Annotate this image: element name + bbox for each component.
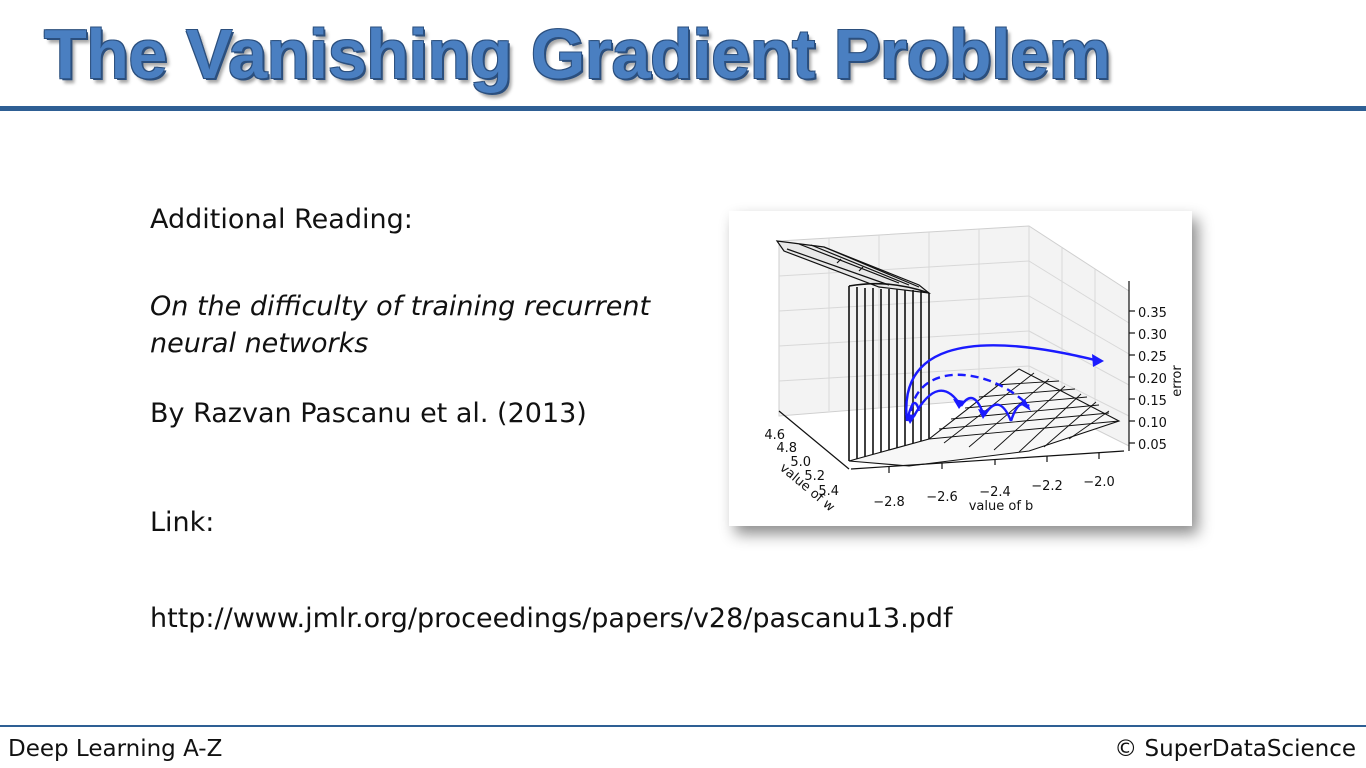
x-tick-label: −2.2 [1031, 479, 1063, 494]
footer-divider [0, 725, 1366, 727]
x-axis [850, 450, 1125, 473]
surface-plateau [775, 240, 932, 294]
paper-authors: By Razvan Pascanu et al. (2013) [150, 398, 587, 429]
z-tick-label: 0.20 [1138, 372, 1167, 387]
z-tick-label: 0.15 [1138, 394, 1167, 409]
x-tick-label: −2.4 [979, 485, 1011, 500]
surface-floor-grid [928, 372, 1120, 453]
footer-course-name: Deep Learning A-Z [8, 736, 223, 762]
slide-title: The Vanishing Gradient Problem [44, 15, 1111, 93]
z-axis [1128, 281, 1135, 451]
trajectory-arrowheads [905, 354, 1104, 424]
surface-cliff [848, 282, 930, 461]
error-surface-plot: 0.35 0.30 0.25 0.20 0.15 0.10 0.05 error… [764, 225, 1185, 515]
error-surface-figure: 0.35 0.30 0.25 0.20 0.15 0.10 0.05 error… [729, 211, 1192, 526]
title-divider [0, 106, 1366, 111]
x-tick-labels: −2.8 −2.6 −2.4 −2.2 −2.0 [873, 475, 1115, 510]
x-tick-label: −2.0 [1083, 475, 1115, 490]
additional-reading-heading: Additional Reading: [150, 204, 413, 235]
paper-link[interactable]: http://www.jmlr.org/proceedings/papers/v… [150, 603, 953, 634]
z-tick-label: 0.05 [1138, 438, 1167, 453]
z-tick-labels: 0.35 0.30 0.25 0.20 0.15 0.10 0.05 [1138, 306, 1167, 453]
x-axis-label: value of b [969, 499, 1034, 514]
y-tick-label: 5.2 [804, 469, 825, 484]
link-label: Link: [150, 507, 215, 538]
footer-copyright: © SuperDataScience [1114, 736, 1356, 762]
z-tick-label: 0.30 [1138, 328, 1167, 343]
y-axis [778, 410, 850, 470]
x-tick-label: −2.8 [873, 495, 905, 510]
x-tick-label: −2.6 [926, 490, 958, 505]
y-tick-label: 5.4 [818, 484, 839, 499]
z-tick-label: 0.25 [1138, 350, 1167, 365]
y-tick-labels: 4.6 4.8 5.0 5.2 5.4 [764, 428, 839, 499]
z-tick-label: 0.35 [1138, 306, 1167, 321]
z-axis-label: error [1170, 365, 1185, 397]
y-tick-label: 4.8 [776, 441, 797, 456]
paper-title: On the difficulty of training recurrent … [150, 291, 651, 359]
z-tick-label: 0.10 [1138, 416, 1167, 431]
y-tick-label: 4.6 [764, 428, 785, 443]
y-tick-label: 5.0 [790, 455, 811, 470]
